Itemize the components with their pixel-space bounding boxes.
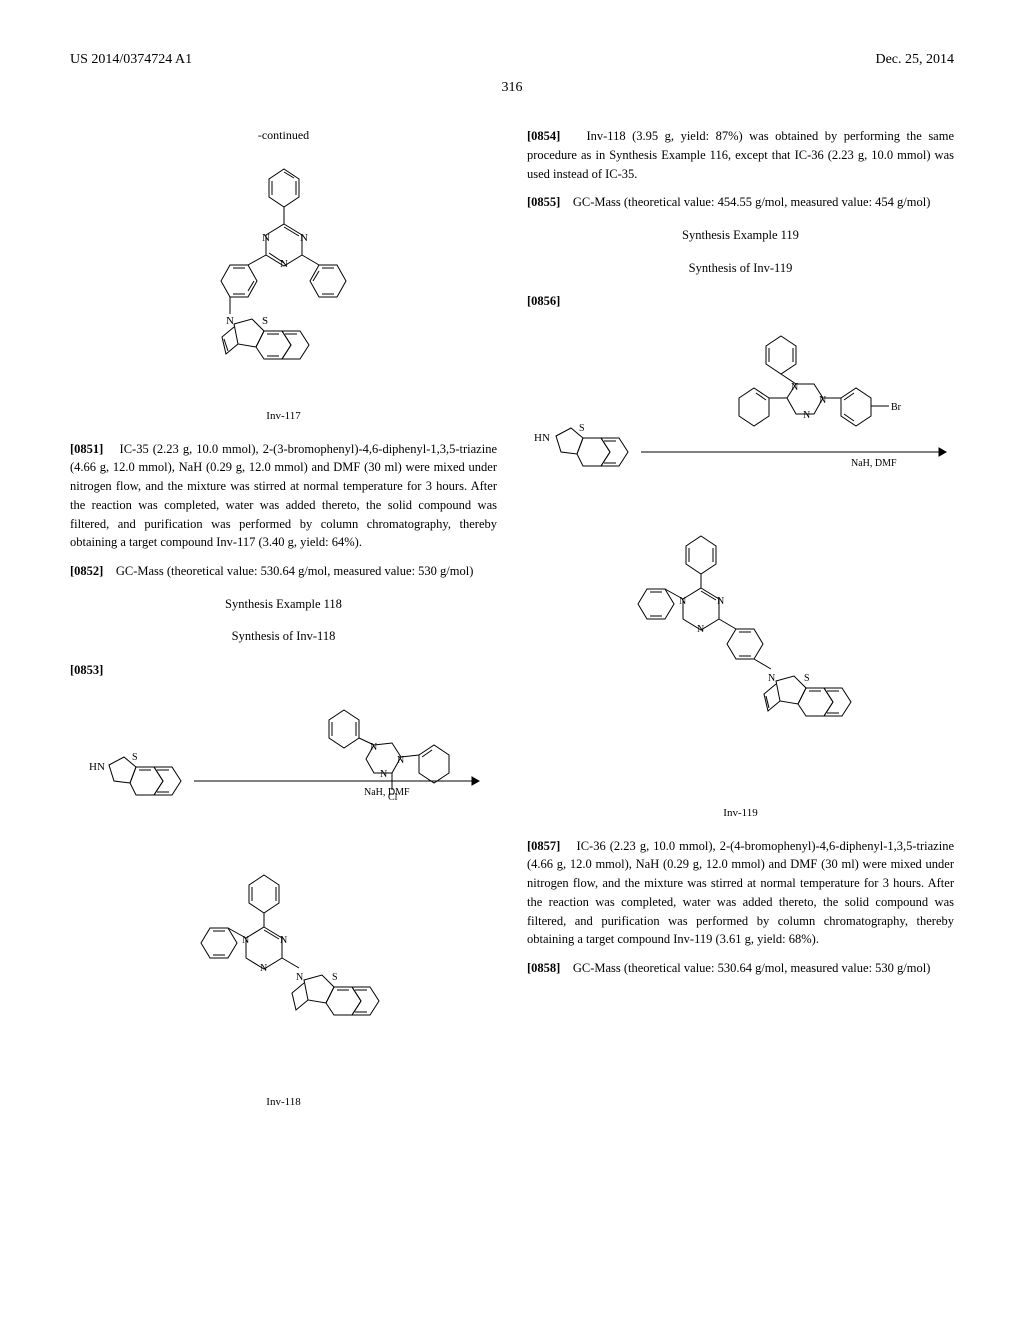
svg-text:N: N — [819, 395, 826, 406]
left-column: -continued N N N — [70, 127, 497, 1125]
svg-text:N: N — [768, 673, 775, 684]
para-0856: [0856] — [527, 292, 954, 311]
svg-text:S: S — [804, 673, 810, 684]
para-text: IC-36 (2.23 g, 10.0 mmol), 2-(4-bromophe… — [527, 839, 954, 947]
para-0852: [0852] GC-Mass (theoretical value: 530.6… — [70, 562, 497, 581]
svg-text:N: N — [380, 769, 387, 780]
svg-text:Br: Br — [891, 402, 902, 413]
example-118-title: Synthesis Example 118 — [70, 596, 497, 614]
svg-text:S: S — [262, 315, 268, 327]
svg-text:NaH, DMF: NaH, DMF — [851, 458, 897, 469]
svg-text:N: N — [260, 963, 267, 974]
svg-text:HN: HN — [89, 761, 105, 773]
reagent-label: NaH, DMF — [364, 787, 410, 798]
svg-text:N: N — [803, 410, 810, 421]
continued-label: -continued — [70, 127, 497, 144]
content-area: -continued N N N — [70, 127, 954, 1125]
svg-text:N: N — [370, 742, 377, 753]
para-0857: [0857] IC-36 (2.23 g, 10.0 mmol), 2-(4-b… — [527, 837, 954, 950]
svg-text:N: N — [262, 232, 270, 244]
publication-date: Dec. 25, 2014 — [875, 50, 954, 70]
para-num: [0851] — [70, 442, 103, 456]
para-num: [0856] — [527, 294, 560, 308]
inv118-label: Inv-118 — [70, 1095, 497, 1110]
scheme-119: HN S NaH, DMF — [527, 326, 954, 511]
structure-inv118: N N N N S — [70, 865, 497, 1080]
structure-inv119: N N N N — [527, 526, 954, 791]
inv119-label: Inv-119 — [527, 806, 954, 821]
para-num: [0855] — [527, 195, 560, 209]
svg-text:N: N — [717, 596, 724, 607]
svg-text:S: S — [332, 972, 338, 983]
publication-number: US 2014/0374724 A1 — [70, 50, 192, 70]
para-text: IC-35 (2.23 g, 10.0 mmol), 2-(3-bromophe… — [70, 442, 497, 550]
para-text: GC-Mass (theoretical value: 454.55 g/mol… — [573, 195, 931, 209]
structure-inv117: N N N — [70, 159, 497, 394]
svg-text:N: N — [226, 315, 234, 327]
svg-text:N: N — [280, 935, 287, 946]
para-num: [0853] — [70, 663, 103, 677]
right-column: [0854] Inv-118 (3.95 g, yield: 87%) was … — [527, 127, 954, 1125]
para-0853: [0853] — [70, 661, 497, 680]
svg-text:S: S — [132, 752, 138, 763]
para-text: GC-Mass (theoretical value: 530.64 g/mol… — [573, 961, 931, 975]
synthesis-119: Synthesis of Inv-119 — [527, 260, 954, 278]
svg-text:N: N — [296, 972, 303, 983]
example-119-title: Synthesis Example 119 — [527, 227, 954, 245]
svg-text:S: S — [579, 423, 585, 434]
para-text: GC-Mass (theoretical value: 530.64 g/mol… — [116, 564, 474, 578]
synthesis-118: Synthesis of Inv-118 — [70, 628, 497, 646]
para-num: [0857] — [527, 839, 560, 853]
scheme-118: HN S — [70, 695, 497, 850]
para-num: [0858] — [527, 961, 560, 975]
page-number: 316 — [70, 78, 954, 98]
svg-text:N: N — [300, 232, 308, 244]
para-0855: [0855] GC-Mass (theoretical value: 454.5… — [527, 193, 954, 212]
inv117-label: Inv-117 — [70, 409, 497, 424]
para-num: [0854] — [527, 129, 560, 143]
svg-text:HN: HN — [534, 432, 550, 444]
para-0858: [0858] GC-Mass (theoretical value: 530.6… — [527, 959, 954, 978]
svg-text:N: N — [791, 382, 798, 393]
para-0851: [0851] IC-35 (2.23 g, 10.0 mmol), 2-(3-b… — [70, 440, 497, 553]
para-num: [0852] — [70, 564, 103, 578]
para-0854: [0854] Inv-118 (3.95 g, yield: 87%) was … — [527, 127, 954, 183]
svg-text:N: N — [280, 258, 288, 270]
page-header: US 2014/0374724 A1 Dec. 25, 2014 — [70, 50, 954, 70]
para-text: Inv-118 (3.95 g, yield: 87%) was obtaine… — [527, 129, 954, 181]
svg-text:N: N — [697, 624, 704, 635]
